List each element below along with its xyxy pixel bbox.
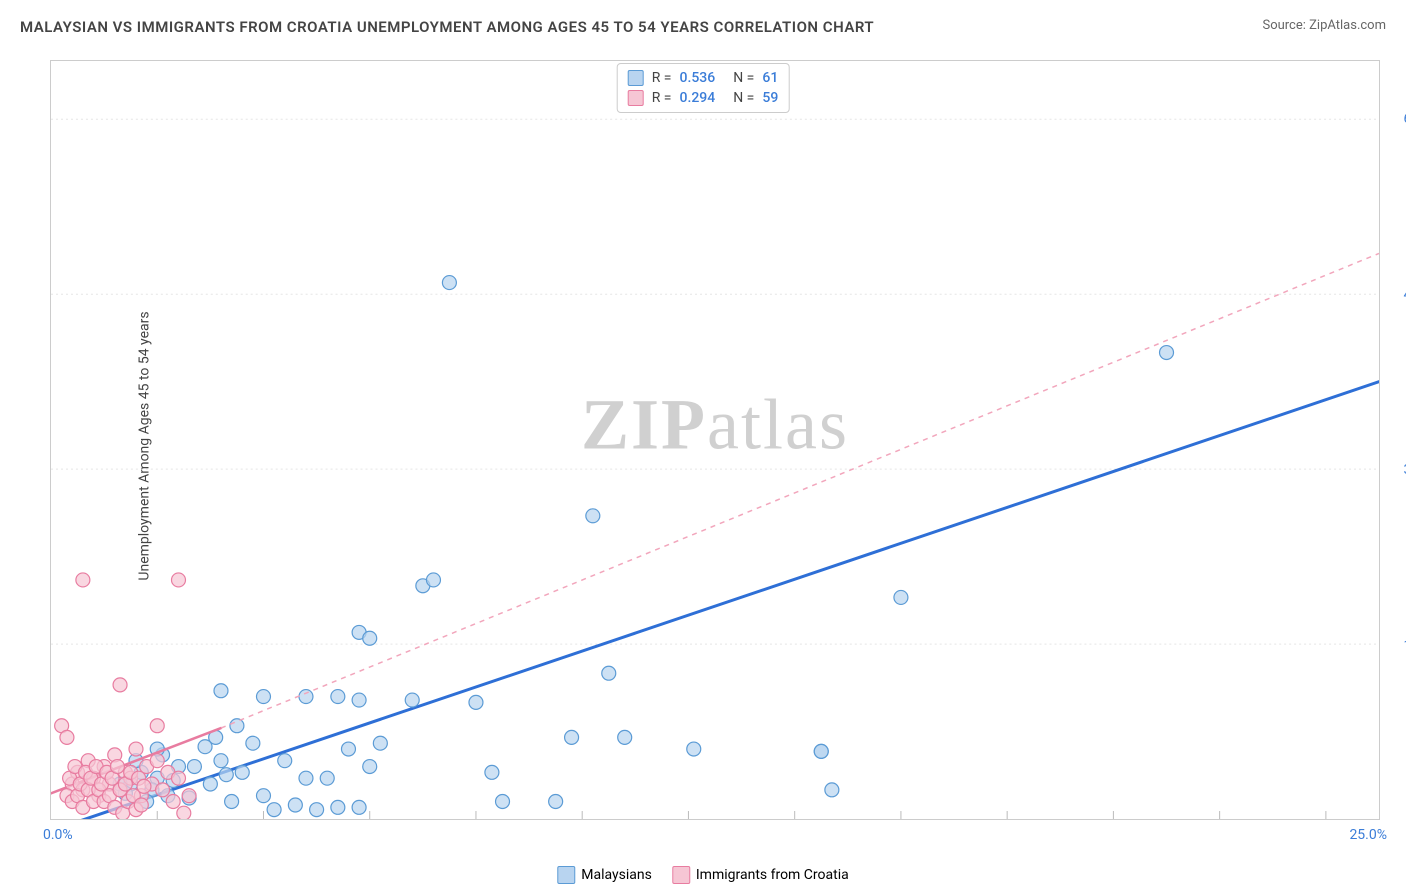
x-axis-max-label: 25.0% — [1349, 827, 1387, 843]
series-legend: Malaysians Immigrants from Croatia — [557, 866, 848, 884]
chart-svg — [51, 61, 1379, 819]
correlation-legend: R =0.536N =61R =0.294N =59 — [617, 63, 790, 113]
source-attribution: Source: ZipAtlas.com — [1262, 18, 1386, 33]
legend-stat-row: R =0.294N =59 — [628, 88, 779, 108]
chart-plot-area: ZIPatlas 15.0%30.0%45.0%60.0% 0.0% 25.0% — [50, 60, 1380, 820]
chart-title: MALAYSIAN VS IMMIGRANTS FROM CROATIA UNE… — [20, 18, 874, 36]
legend-series-item: Malaysians — [557, 866, 652, 884]
x-axis-origin-label: 0.0% — [43, 827, 73, 843]
legend-series-item: Immigrants from Croatia — [672, 866, 849, 884]
legend-stat-row: R =0.536N =61 — [628, 68, 779, 88]
